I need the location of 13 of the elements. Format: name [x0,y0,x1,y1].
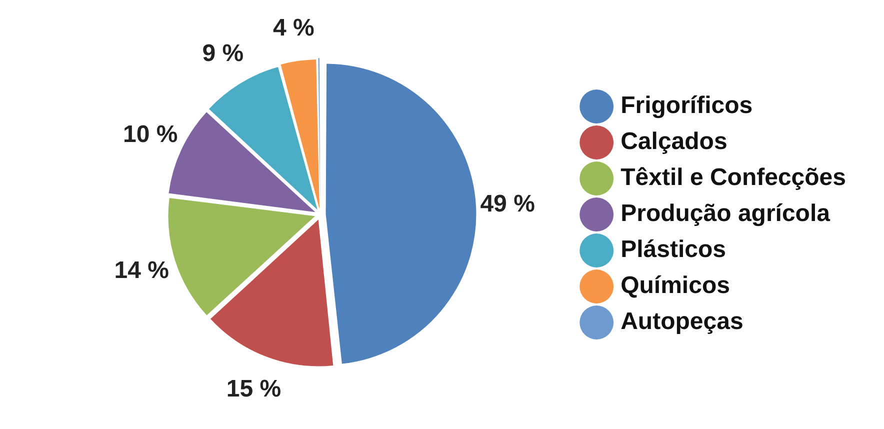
data-label: 15 % [226,375,282,402]
data-label: 49 % [480,190,535,218]
legend-label: Autopeças [620,308,744,336]
legend-label: Produção agrícola [620,200,831,228]
legend-label: Calçados [620,128,728,156]
legend-label: Têxtil e Confecções [620,164,846,192]
data-label: 10 % [122,120,178,148]
data-label: 9 % [202,40,244,67]
data-label: 14 % [114,257,170,284]
legend-label: Químicos [620,272,730,300]
data-label: 4 % [272,14,314,42]
legend-label: Plásticos [620,236,726,264]
legend-label: Frigoríficos [620,92,753,120]
